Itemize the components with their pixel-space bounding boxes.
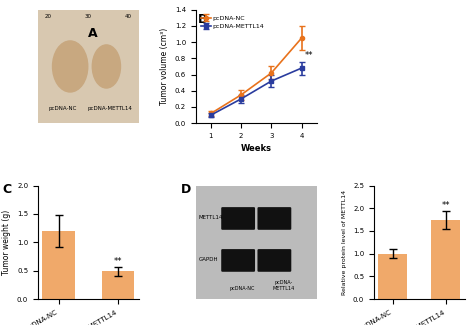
Text: C: C	[3, 183, 12, 196]
Text: 40: 40	[125, 14, 132, 19]
Text: **: **	[305, 51, 313, 59]
Legend: pcDNA-NC, pcDNA-METTL14: pcDNA-NC, pcDNA-METTL14	[199, 13, 267, 32]
Text: pcDNA-NC: pcDNA-NC	[229, 286, 255, 291]
Text: B: B	[198, 13, 208, 26]
Bar	[431, 220, 460, 299]
Text: **: **	[114, 257, 122, 266]
Ellipse shape	[92, 45, 120, 88]
Text: 30: 30	[85, 14, 92, 19]
Text: 20: 20	[45, 14, 52, 19]
FancyBboxPatch shape	[221, 207, 255, 230]
FancyBboxPatch shape	[221, 249, 255, 272]
Bar	[43, 231, 75, 299]
Text: pcDNA-
METTL14: pcDNA- METTL14	[273, 280, 295, 291]
Ellipse shape	[53, 41, 88, 92]
Text: **: **	[442, 201, 450, 210]
Bar	[101, 271, 134, 299]
FancyBboxPatch shape	[257, 207, 292, 230]
Text: METTL14: METTL14	[198, 215, 223, 220]
Text: GAPDH: GAPDH	[198, 257, 218, 262]
Y-axis label: Relative protein level of METTL14: Relative protein level of METTL14	[342, 190, 347, 295]
Text: pcDNA-METTL14: pcDNA-METTL14	[88, 106, 133, 110]
Text: pcDNA-NC: pcDNA-NC	[49, 106, 77, 110]
Text: D: D	[182, 183, 191, 196]
X-axis label: Weeks: Weeks	[241, 144, 272, 153]
Text: A: A	[88, 27, 98, 40]
Bar	[378, 254, 407, 299]
Y-axis label: Tumor volume (cm³): Tumor volume (cm³)	[160, 28, 169, 105]
FancyBboxPatch shape	[257, 249, 292, 272]
Y-axis label: Tumor weight (g): Tumor weight (g)	[2, 210, 11, 275]
